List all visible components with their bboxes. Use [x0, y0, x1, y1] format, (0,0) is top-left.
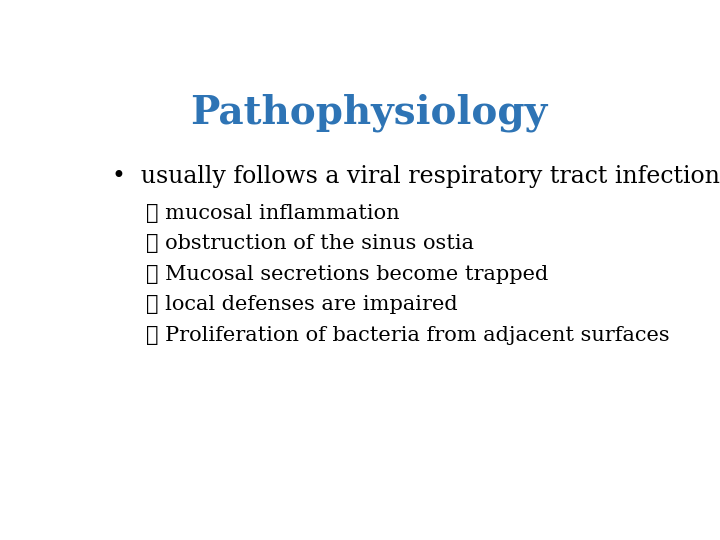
Text: ➢ obstruction of the sinus ostia: ➢ obstruction of the sinus ostia — [145, 234, 474, 253]
Text: ➢ Mucosal secretions become trapped: ➢ Mucosal secretions become trapped — [145, 265, 548, 284]
Text: •  usually follows a viral respiratory tract infection: • usually follows a viral respiratory tr… — [112, 165, 720, 187]
Text: ➢ local defenses are impaired: ➢ local defenses are impaired — [145, 295, 457, 314]
Text: ➢ mucosal inflammation: ➢ mucosal inflammation — [145, 204, 400, 223]
Text: ➢ Proliferation of bacteria from adjacent surfaces: ➢ Proliferation of bacteria from adjacen… — [145, 326, 670, 345]
Text: Pathophysiology: Pathophysiology — [190, 94, 548, 132]
